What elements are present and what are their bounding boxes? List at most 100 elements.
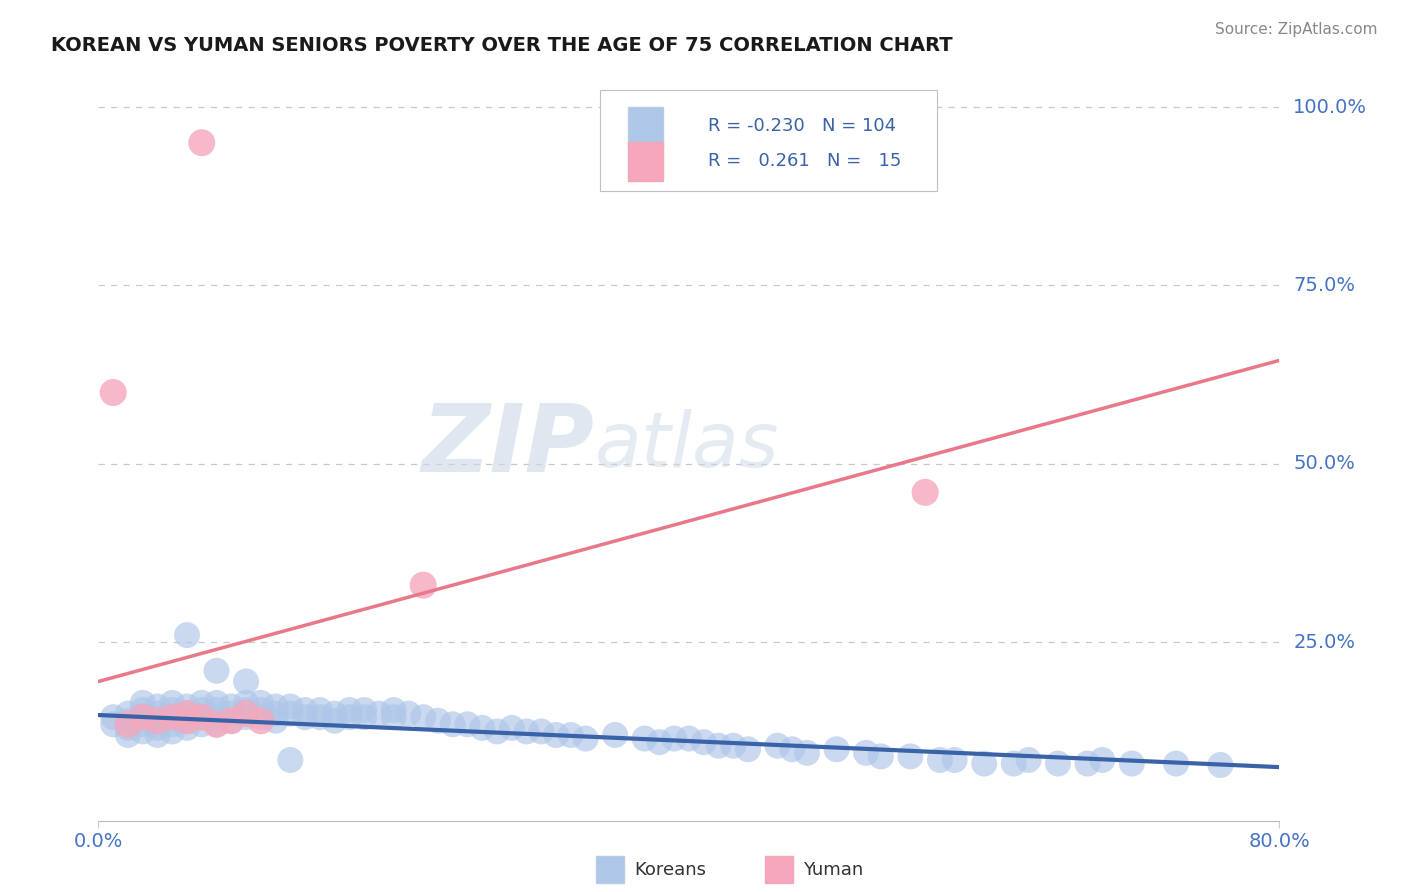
Text: Source: ZipAtlas.com: Source: ZipAtlas.com — [1215, 22, 1378, 37]
Point — [146, 721, 169, 735]
Point — [323, 714, 346, 728]
Point — [486, 724, 509, 739]
Point — [146, 714, 169, 728]
Point — [1046, 756, 1070, 771]
Point — [235, 674, 257, 689]
Point — [221, 714, 243, 728]
Point — [117, 717, 139, 731]
Point — [162, 710, 183, 724]
Point — [191, 703, 214, 717]
Point — [132, 710, 155, 724]
Text: Koreans: Koreans — [634, 861, 706, 879]
Point — [664, 731, 686, 746]
Point — [398, 706, 420, 721]
Point — [339, 703, 361, 717]
FancyBboxPatch shape — [600, 90, 936, 191]
Point — [117, 706, 139, 721]
FancyBboxPatch shape — [627, 142, 664, 181]
Point — [368, 706, 391, 721]
Point — [103, 710, 125, 724]
Point — [575, 731, 598, 746]
Point — [162, 703, 183, 717]
Point — [943, 753, 966, 767]
Point — [221, 706, 243, 721]
Point — [900, 749, 922, 764]
Point — [280, 753, 302, 767]
Point — [264, 714, 287, 728]
Point — [146, 728, 169, 742]
Text: atlas: atlas — [595, 409, 779, 483]
Point — [146, 699, 169, 714]
Point — [382, 710, 405, 724]
Point — [191, 717, 214, 731]
Point — [221, 699, 243, 714]
Point — [146, 714, 169, 728]
Point — [855, 746, 877, 760]
Point — [191, 136, 214, 150]
Point — [412, 578, 434, 592]
Point — [146, 706, 169, 721]
Point — [294, 710, 316, 724]
Point — [162, 717, 183, 731]
Text: R = -0.230   N = 104: R = -0.230 N = 104 — [707, 117, 896, 135]
FancyBboxPatch shape — [627, 106, 664, 145]
Point — [221, 714, 243, 728]
Point — [162, 724, 183, 739]
Point — [205, 717, 228, 731]
Point — [235, 696, 257, 710]
Point — [914, 485, 936, 500]
Point — [176, 699, 198, 714]
Point — [132, 696, 155, 710]
Point — [530, 724, 553, 739]
Point — [441, 717, 464, 731]
Point — [723, 739, 745, 753]
Point — [294, 703, 316, 717]
Point — [264, 706, 287, 721]
Point — [1121, 756, 1143, 771]
Point — [162, 710, 183, 724]
Point — [412, 710, 434, 724]
Point — [929, 753, 952, 767]
Point — [176, 714, 198, 728]
Point — [546, 728, 568, 742]
Point — [103, 385, 125, 400]
Point — [176, 721, 198, 735]
Point — [560, 728, 582, 742]
Point — [132, 703, 155, 717]
Point — [280, 699, 302, 714]
Point — [309, 703, 332, 717]
Point — [766, 739, 789, 753]
Point — [205, 664, 228, 678]
Point — [117, 728, 139, 742]
Point — [1091, 753, 1114, 767]
Point — [353, 710, 375, 724]
Point — [457, 717, 479, 731]
Point — [176, 714, 198, 728]
Point — [516, 724, 538, 739]
Point — [1002, 756, 1025, 771]
Point — [870, 749, 893, 764]
Point — [132, 717, 155, 731]
Point — [353, 703, 375, 717]
Text: R =   0.261   N =   15: R = 0.261 N = 15 — [707, 153, 901, 170]
Point — [1209, 758, 1232, 772]
Text: KOREAN VS YUMAN SENIORS POVERTY OVER THE AGE OF 75 CORRELATION CHART: KOREAN VS YUMAN SENIORS POVERTY OVER THE… — [51, 36, 953, 54]
Point — [678, 731, 700, 746]
Point — [323, 706, 346, 721]
Point — [235, 706, 257, 721]
Point — [1166, 756, 1188, 771]
Point — [205, 710, 228, 724]
Point — [117, 721, 139, 735]
Point — [191, 710, 214, 724]
Point — [796, 746, 818, 760]
Text: 50.0%: 50.0% — [1294, 454, 1355, 474]
Point — [132, 710, 155, 724]
Point — [693, 735, 716, 749]
Point — [973, 756, 995, 771]
Point — [339, 710, 361, 724]
Point — [176, 706, 198, 721]
Point — [205, 696, 228, 710]
Point — [309, 710, 332, 724]
Point — [117, 714, 139, 728]
Point — [634, 731, 657, 746]
